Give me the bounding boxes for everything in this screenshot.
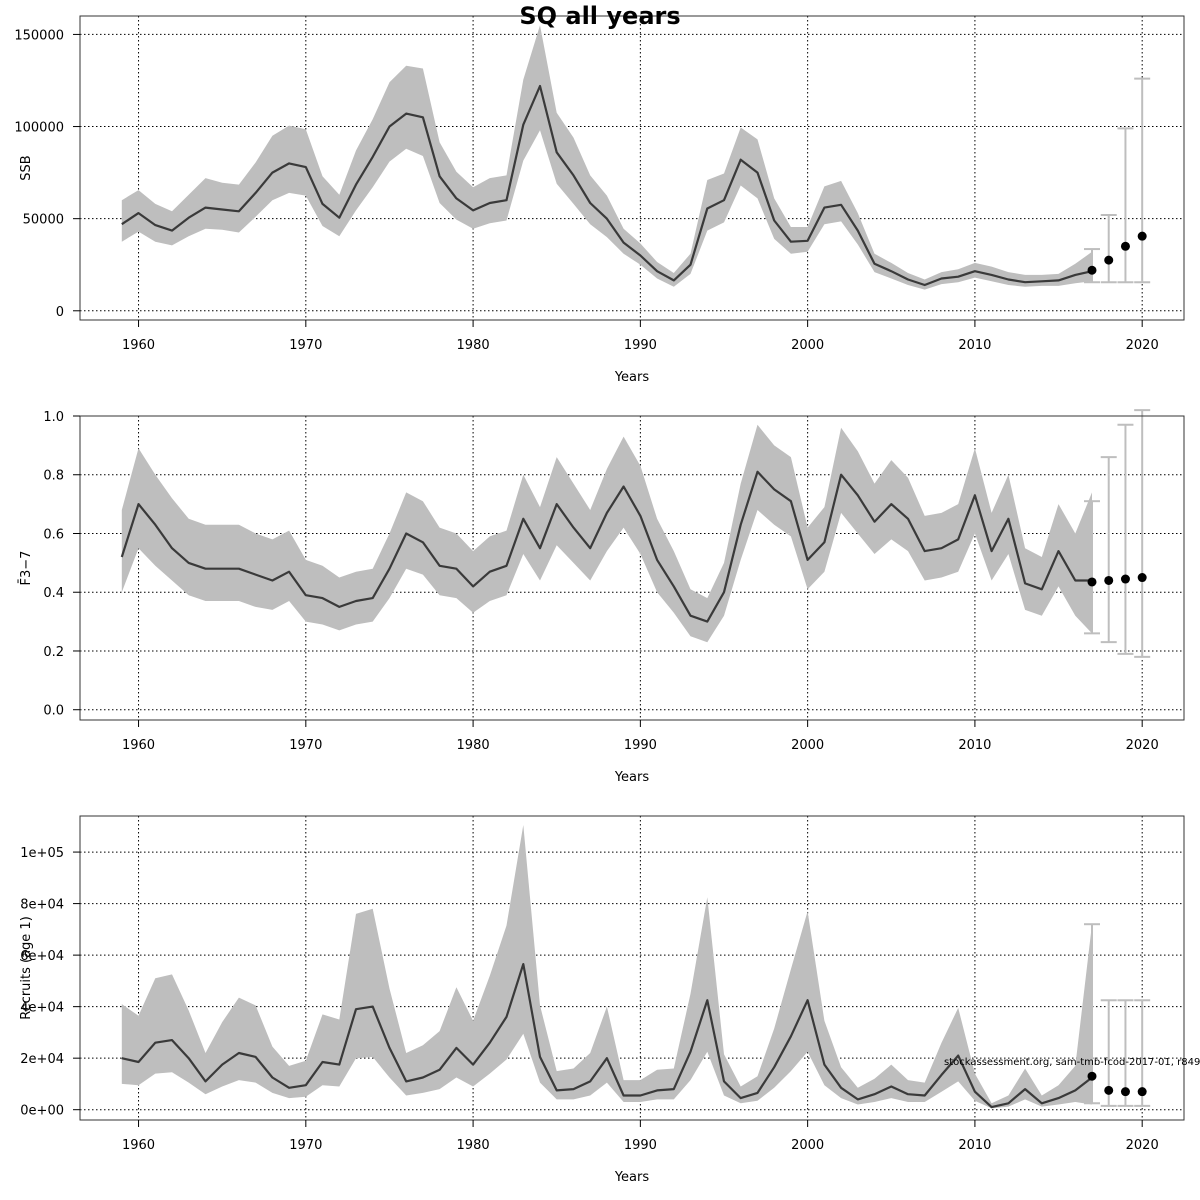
fbar-forecast-point-2019: [1120, 574, 1130, 584]
recruits-xtick-label-1: 1970: [289, 1138, 322, 1153]
ssb-xtick-label-5: 2010: [958, 338, 991, 353]
fbar-confidence-band: [121, 424, 1093, 643]
ssb-xtick-label-4: 2000: [791, 338, 824, 353]
recruits-forecast-point-2019: [1120, 1087, 1130, 1097]
ssb-estimate-line: [121, 84, 1093, 287]
recruits-ytick-label-3: 6e+04: [20, 949, 64, 964]
ssb-forecast-point-2017: [1087, 265, 1097, 275]
ssb-xtick-label-0: 1960: [122, 338, 155, 353]
ssb-xtick-label-2: 1980: [457, 338, 490, 353]
recruits-forecast-point-2017: [1087, 1071, 1097, 1081]
ssb-forecast-point-2020: [1137, 231, 1147, 241]
fbar-ytick-label-2: 0.4: [43, 586, 64, 601]
fbar-ytick-label-4: 0.8: [43, 469, 64, 484]
fbar-xtick-label-1: 1970: [289, 738, 322, 753]
fbar-ytick-label-3: 0.6: [43, 527, 64, 542]
recruits-xtick-label-4: 2000: [791, 1138, 824, 1153]
ssb-xtick-label-1: 1970: [289, 338, 322, 353]
fbar-plot-frame: [79, 415, 1185, 721]
ssb-ytick-label-3: 150000: [14, 28, 64, 43]
fbar-ytick-label-1: 0.2: [43, 645, 64, 660]
recruits-xlabel: Years: [614, 1170, 650, 1185]
panel-ssb: 1960 1970 1980 1990 2000 2010 2020 0 50000 100000…: [14, 15, 1185, 385]
recruits-ylabel: Recruits (age 1): [19, 916, 34, 1020]
fbar-forecast-point-2020: [1137, 573, 1147, 583]
recruits-xtick-label-2: 1980: [457, 1138, 490, 1153]
panel-recruits: 1960 1970 1980 1990 2000 2010 2020 0e+00 2e+04 4e…: [19, 815, 1185, 1185]
fbar-xtick-label-6: 2020: [1126, 738, 1159, 753]
fbar-estimate-line: [120, 470, 1092, 623]
fbar-xtick-label-3: 1990: [624, 738, 657, 753]
fbar-ytick-label-0: 0.0: [43, 704, 64, 719]
ssb-plot-frame: [79, 15, 1185, 321]
ssb-ylabel: SSB: [19, 155, 34, 180]
ssb-xlabel: Years: [614, 370, 650, 385]
ssb-ytick-label-1: 50000: [23, 213, 64, 228]
fbar-ylabel: F̄3−7: [19, 551, 34, 586]
recruits-confidence-band: [121, 825, 1093, 1109]
ssb-xtick-label-6: 2020: [1126, 338, 1159, 353]
recruits-ytick-label-5: 1e+05: [20, 846, 64, 861]
panel-fbar: 1960 1970 1980 1990 2000 2010 2020 0.0 0.2 0.4 0.6…: [19, 409, 1185, 785]
ssb-forecast-point-2019: [1120, 241, 1130, 251]
recruits-forecast-point-2020: [1137, 1087, 1147, 1097]
recruits-ytick-label-1: 2e+04: [20, 1052, 64, 1067]
figure-title: SQ all years: [519, 2, 680, 30]
recruits-xtick-label-3: 1990: [624, 1138, 657, 1153]
recruits-plot-frame: [79, 815, 1185, 1121]
ssb-ytick-label-0: 0: [56, 305, 64, 320]
recruits-forecast-point-2018: [1104, 1085, 1114, 1095]
recruits-ytick-label-2: 4e+04: [20, 1001, 64, 1016]
fbar-forecast-point-2017: [1087, 577, 1097, 587]
ssb-ytick-label-2: 100000: [14, 121, 64, 136]
fbar-xtick-label-5: 2010: [958, 738, 991, 753]
fbar-xtick-label-2: 1980: [457, 738, 490, 753]
ssb-confidence-band: [121, 25, 1093, 290]
fbar-forecast-point-2018: [1104, 575, 1114, 585]
ssb-xtick-label-3: 1990: [624, 338, 657, 353]
recruits-ytick-label-0: 0e+00: [20, 1104, 64, 1119]
fbar-xtick-label-4: 2000: [791, 738, 824, 753]
recruits-xtick-label-6: 2020: [1126, 1138, 1159, 1153]
recruits-ytick-label-4: 8e+04: [20, 898, 64, 913]
recruits-xtick-label-0: 1960: [122, 1138, 155, 1153]
recruits-estimate-line: [121, 962, 1093, 1109]
fbar-ytick-label-5: 1.0: [43, 410, 64, 425]
panels: 1960 1970 1980 1990 2000 2010 2020 0 50000 100000…: [14, 15, 1185, 1185]
fbar-xtick-label-0: 1960: [122, 738, 155, 753]
ssb-forecast-point-2018: [1104, 255, 1114, 265]
footnote: stockassessment.org, sam-tmb-fcod-2017-0…: [944, 1057, 1200, 1068]
fbar-xlabel: Years: [614, 770, 650, 785]
recruits-xtick-label-5: 2010: [958, 1138, 991, 1153]
